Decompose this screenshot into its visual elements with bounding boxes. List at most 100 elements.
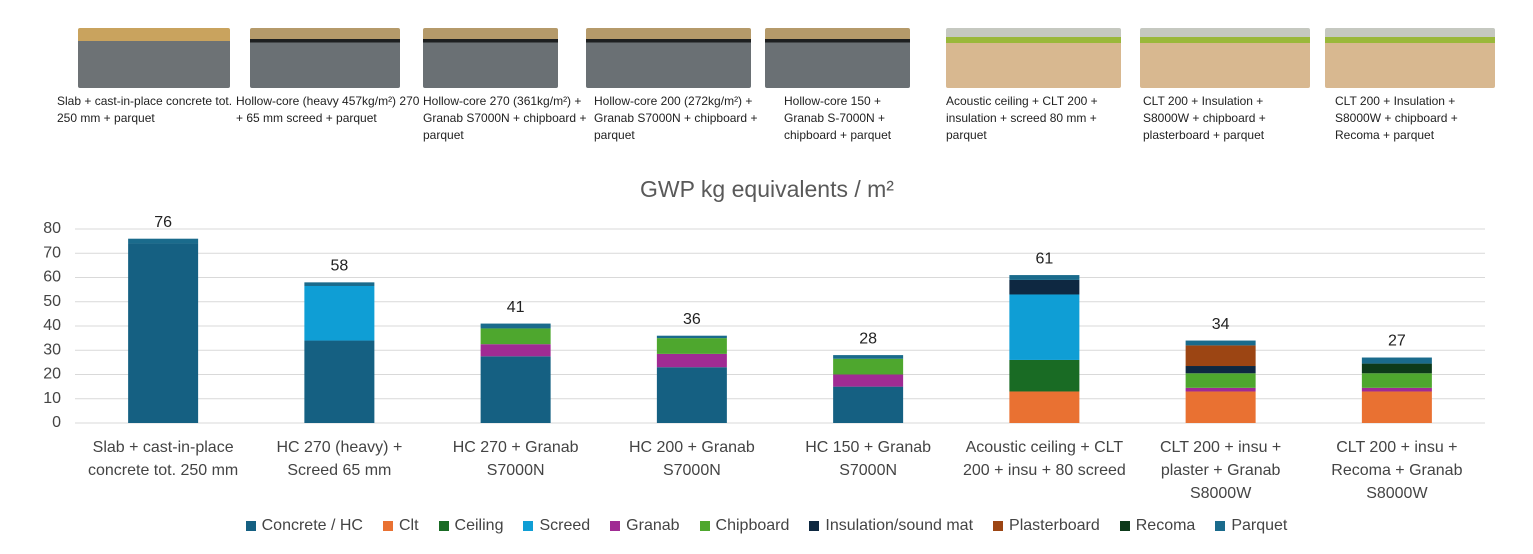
x-tick-label: CLT 200 + insu + Recoma + Granab S8000W: [1331, 439, 1463, 502]
legend-item: Screed: [523, 517, 590, 535]
photo-caption: Slab + cast-in-place concrete tot. 250 m…: [57, 94, 233, 125]
photo: [423, 28, 558, 88]
photo-caption: Hollow-core 150 + Granab S-7000N + chipb…: [784, 94, 892, 142]
bar-segment: [128, 243, 199, 423]
legend-label: Parquet: [1231, 517, 1288, 534]
y-tick-label: 80: [43, 220, 61, 237]
legend-label: Clt: [398, 517, 419, 534]
legend-item: Clt: [382, 517, 419, 535]
bar-segment: [1009, 391, 1080, 423]
legend-swatch: [993, 521, 1004, 531]
bar-segment: [1361, 391, 1432, 423]
legend-item: Recoma: [1119, 517, 1196, 535]
legend-swatch: [245, 521, 256, 531]
photo-caption: CLT 200 + Insulation + S8000W + chipboar…: [1335, 94, 1458, 142]
legend-item: Insulation/sound mat: [809, 517, 973, 535]
legend-label: Granab: [626, 517, 680, 534]
photo-caption: Hollow-core (heavy 457kg/m²) 270 + 65 mm…: [236, 94, 420, 125]
legend-item: Chipboard: [699, 517, 790, 535]
y-tick-label: 0: [52, 414, 61, 431]
bar-segment: [1185, 387, 1256, 392]
total-label: 28: [859, 330, 877, 347]
y-tick-label: 30: [43, 341, 61, 358]
legend-label: Chipboard: [715, 517, 790, 534]
bar-segment: [1185, 340, 1256, 346]
bar-segment: [304, 340, 375, 423]
bar-segment: [656, 367, 727, 423]
legend-swatch: [809, 521, 820, 531]
photo: [1325, 28, 1495, 88]
photo: [586, 28, 751, 88]
legend-item: Ceiling: [438, 517, 504, 535]
total-label: 61: [1035, 250, 1053, 267]
legend: Concrete / HC Clt Ceiling Screed Granab Chipb…: [0, 517, 1533, 535]
bar-segment: [1361, 357, 1432, 364]
legend-swatch: [382, 521, 393, 531]
photo-caption: CLT 200 + Insulation + S8000W + chipboar…: [1143, 94, 1266, 142]
photo-caption: Hollow-core 200 (272kg/m²) + Granab S700…: [594, 94, 758, 142]
legend-swatch: [610, 521, 621, 531]
bar-segment: [480, 344, 551, 357]
bar-segment: [1009, 275, 1080, 280]
total-label: 41: [507, 299, 525, 316]
x-tick-label: HC 200 + Granab S7000N: [628, 439, 755, 479]
x-tick-label: Acoustic ceiling + CLT 200 + insu + 80 s…: [962, 439, 1126, 479]
legend-label: Ceiling: [454, 517, 504, 534]
bar-segment: [1185, 366, 1256, 374]
legend-swatch: [1215, 521, 1226, 531]
legend-swatch: [523, 521, 534, 531]
legend-item: Plasterboard: [993, 517, 1100, 535]
bar-segment: [304, 285, 375, 341]
photo: [946, 28, 1121, 88]
y-tick-label: 40: [43, 317, 61, 334]
y-tick-label: 50: [43, 293, 61, 310]
bar-segment: [304, 282, 375, 286]
legend-label: Concrete / HC: [261, 517, 363, 534]
bar-segment: [833, 358, 904, 375]
bar-segment: [1009, 359, 1080, 392]
total-label: 58: [330, 258, 348, 275]
legend-swatch: [438, 521, 449, 531]
x-tick-label: CLT 200 + insu + plaster + Granab S8000W: [1159, 439, 1282, 502]
legend-swatch: [699, 521, 710, 531]
bar-segment: [833, 374, 904, 387]
bar-segment: [1185, 345, 1256, 367]
legend-item: Granab: [610, 517, 680, 535]
legend-item: Parquet: [1215, 517, 1287, 535]
legend-label: Recoma: [1135, 517, 1196, 534]
legend-item: Concrete / HC: [245, 517, 363, 535]
bar-segment: [833, 386, 904, 423]
legend-label: Screed: [539, 517, 591, 534]
photo: [1140, 28, 1310, 88]
photo-caption: Hollow-core 270 (361kg/m²) + Granab S700…: [423, 94, 587, 142]
bar-segment: [480, 323, 551, 329]
x-tick-label: Slab + cast-in-place concrete tot. 250 m…: [87, 439, 239, 479]
bar-segment: [480, 328, 551, 345]
total-label: 76: [154, 214, 172, 231]
bar-segment: [128, 238, 199, 244]
total-label: 34: [1212, 316, 1230, 333]
bar-segment: [656, 353, 727, 368]
photo: [765, 28, 910, 88]
x-tick-label: HC 270 (heavy) + Screed 65 mm: [276, 439, 403, 479]
legend-label: Plasterboard: [1009, 517, 1100, 534]
bar-segment: [1361, 373, 1432, 388]
y-tick-label: 20: [43, 366, 61, 383]
chart-title: GWP kg equivalents / m²: [640, 176, 894, 202]
y-tick-label: 70: [43, 244, 61, 261]
bar-segment: [1361, 387, 1432, 392]
legend-swatch: [1119, 521, 1130, 531]
bar-segment: [1009, 279, 1080, 295]
y-tick-label: 60: [43, 269, 61, 286]
legend-label: Insulation/sound mat: [825, 517, 974, 534]
y-tick-label: 10: [43, 390, 61, 407]
bar-segment: [1185, 373, 1256, 388]
bar-segment: [833, 355, 904, 359]
x-tick-label: HC 270 + Granab S7000N: [452, 439, 579, 479]
total-label: 36: [683, 311, 701, 328]
photo: [78, 28, 230, 88]
bar-segment: [1009, 294, 1080, 360]
bar-segment: [656, 338, 727, 354]
